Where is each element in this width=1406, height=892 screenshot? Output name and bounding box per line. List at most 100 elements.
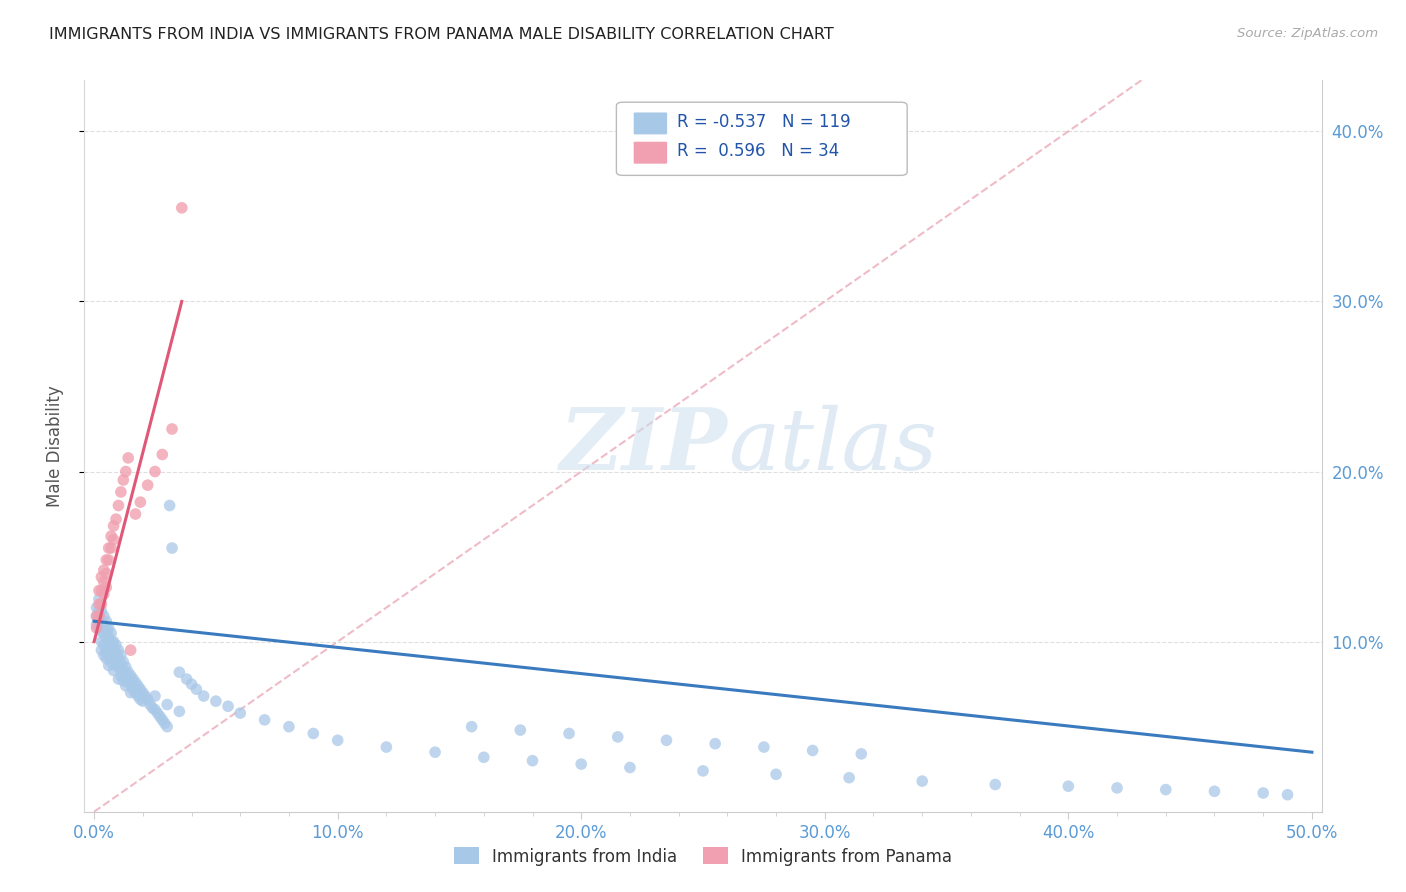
Point <box>103 533 125 547</box>
Text: Source: ZipAtlas.com: Source: ZipAtlas.com <box>1237 27 1378 40</box>
Point <box>96 566 118 581</box>
Point <box>96 580 118 594</box>
Point <box>143 465 166 479</box>
Point <box>136 692 159 706</box>
Point <box>93 563 115 577</box>
Point <box>90 624 112 639</box>
Point <box>704 737 727 751</box>
Point <box>117 665 139 680</box>
Point <box>112 673 135 688</box>
Point <box>97 640 120 654</box>
Point <box>90 643 112 657</box>
Point <box>423 745 446 759</box>
Point <box>205 694 228 708</box>
Point <box>96 553 118 567</box>
Point <box>692 764 714 778</box>
Point <box>107 643 129 657</box>
Point <box>124 507 146 521</box>
Point <box>169 665 191 680</box>
Point <box>87 583 110 598</box>
Text: atlas: atlas <box>728 405 936 487</box>
Point <box>326 733 349 747</box>
Point <box>1057 779 1080 793</box>
Point <box>100 634 122 648</box>
Point <box>107 672 129 686</box>
FancyBboxPatch shape <box>634 112 666 135</box>
Point <box>86 617 108 632</box>
Point <box>229 706 252 720</box>
Point <box>375 740 398 755</box>
Point <box>120 677 142 691</box>
Point <box>112 473 135 487</box>
Text: R =  0.596   N = 34: R = 0.596 N = 34 <box>678 142 839 161</box>
Point <box>150 448 173 462</box>
FancyBboxPatch shape <box>616 103 907 176</box>
Point <box>160 422 183 436</box>
Point <box>143 689 166 703</box>
Point <box>105 658 128 673</box>
Point <box>127 679 149 693</box>
Point <box>93 587 115 601</box>
Point <box>143 703 166 717</box>
Point <box>149 709 172 723</box>
Point <box>1251 786 1274 800</box>
Point <box>460 720 482 734</box>
Point <box>117 675 139 690</box>
Point <box>107 499 129 513</box>
Point <box>100 655 122 669</box>
Text: R = -0.537   N = 119: R = -0.537 N = 119 <box>678 113 851 131</box>
Point <box>129 692 152 706</box>
Point <box>122 682 145 697</box>
Point <box>97 630 120 644</box>
Point <box>87 614 110 628</box>
Point <box>170 201 193 215</box>
Point <box>156 720 179 734</box>
Point <box>160 541 183 555</box>
Point <box>87 597 110 611</box>
Point <box>100 626 122 640</box>
Point <box>169 704 191 718</box>
Point <box>522 754 544 768</box>
Point <box>838 771 860 785</box>
Point <box>117 450 139 465</box>
Point <box>765 767 787 781</box>
Point <box>114 679 136 693</box>
Point <box>911 774 934 789</box>
Point <box>100 541 122 555</box>
Point <box>146 706 169 720</box>
Point <box>801 743 824 757</box>
Point <box>86 600 108 615</box>
Point <box>87 604 110 618</box>
Point <box>107 660 129 674</box>
Point <box>136 478 159 492</box>
Point <box>150 713 173 727</box>
Point <box>93 638 115 652</box>
Point <box>110 657 132 671</box>
Point <box>120 643 142 657</box>
Point <box>129 682 152 697</box>
Point <box>90 614 112 628</box>
Point <box>156 698 179 712</box>
Point <box>105 647 128 661</box>
Point <box>90 604 112 618</box>
Point <box>96 614 118 628</box>
Point <box>278 720 301 734</box>
Point <box>96 643 118 657</box>
FancyBboxPatch shape <box>634 142 666 163</box>
Point <box>1277 788 1299 802</box>
Point <box>90 634 112 648</box>
Point <box>193 689 215 703</box>
Point <box>93 609 115 624</box>
Point <box>103 651 125 665</box>
Point <box>253 713 276 727</box>
Point <box>93 617 115 632</box>
Point <box>472 750 495 764</box>
Point <box>97 541 120 555</box>
Point <box>105 638 128 652</box>
Point <box>302 726 325 740</box>
Point <box>114 668 136 682</box>
Point <box>1204 784 1226 798</box>
Point <box>112 655 135 669</box>
Point <box>100 643 122 657</box>
Point <box>86 609 108 624</box>
